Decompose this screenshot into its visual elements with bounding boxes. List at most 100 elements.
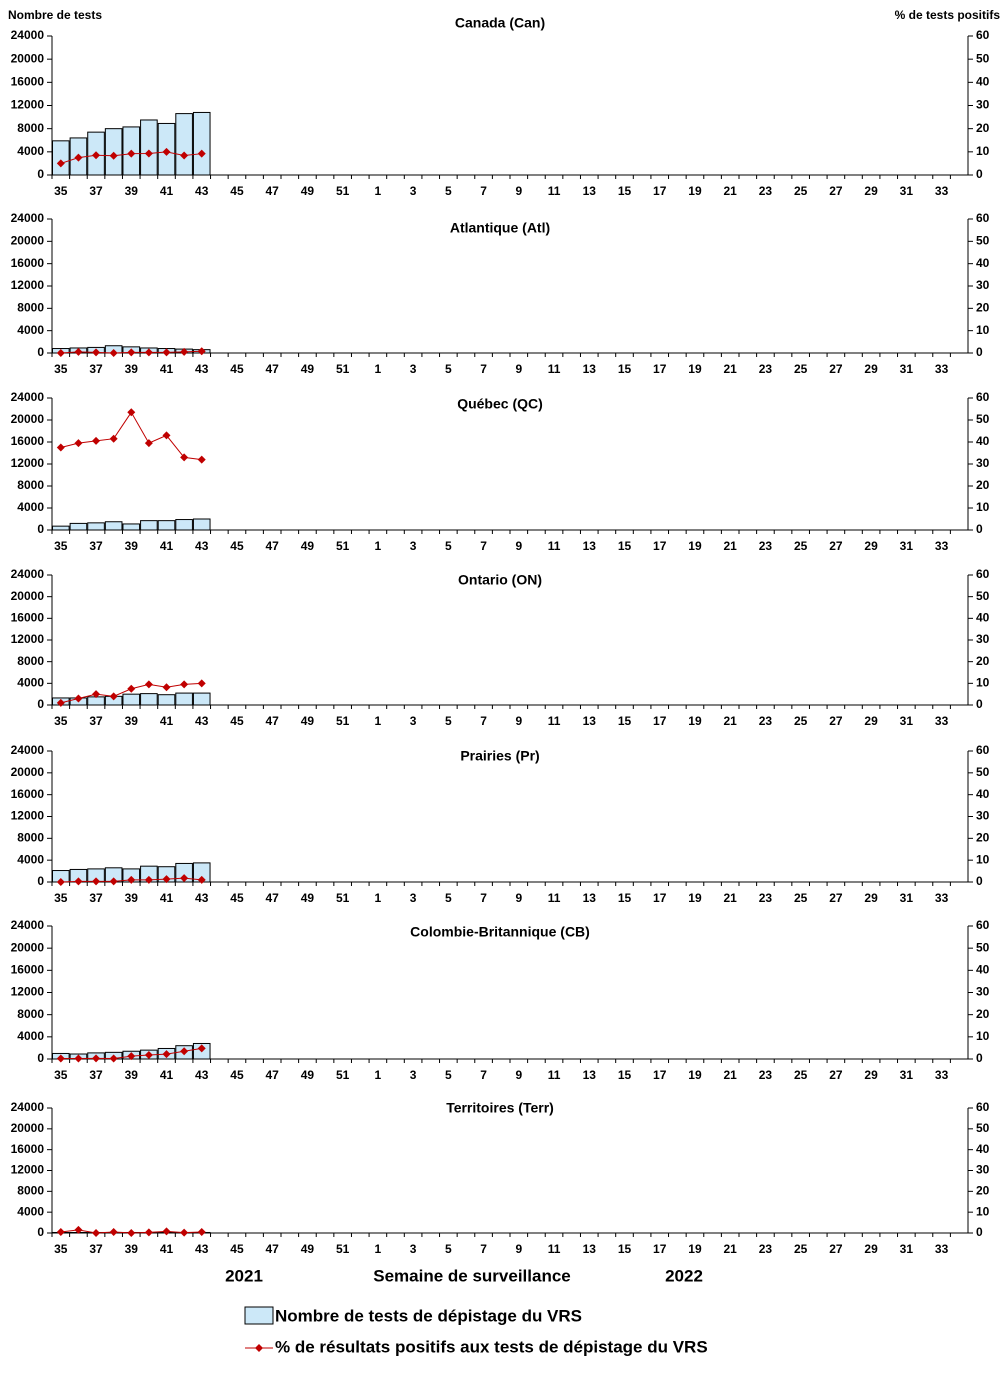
x-tick-label: 9 <box>515 539 522 553</box>
x-tick-label: 3 <box>410 362 417 376</box>
y2-tick-label: 10 <box>976 144 990 158</box>
y-tick-label: 4000 <box>17 323 44 337</box>
y-tick-label: 4000 <box>17 852 44 866</box>
x-tick-label: 7 <box>480 184 487 198</box>
x-tick-label: 11 <box>548 539 561 553</box>
line-marker <box>180 453 189 462</box>
y2-tick-label: 20 <box>976 1184 990 1198</box>
x-tick-label: 21 <box>724 184 738 198</box>
line-marker <box>162 147 171 156</box>
x-tick-label: 37 <box>89 891 103 905</box>
line-marker <box>56 443 65 452</box>
line-marker <box>74 1225 83 1234</box>
y-tick-label: 8000 <box>17 654 44 668</box>
y-tick-label: 4000 <box>17 1204 44 1218</box>
x-tick-label: 17 <box>653 539 667 553</box>
panel-title: Québec (QC) <box>457 396 543 412</box>
x-tick-label: 29 <box>864 539 878 553</box>
x-tick-label: 29 <box>864 1068 878 1082</box>
legend-label: % de résultats positifs aux tests de dép… <box>275 1337 708 1356</box>
x-tick-label: 37 <box>89 362 103 376</box>
y2-tick-label: 10 <box>976 676 990 690</box>
y2-tick-label: 0 <box>976 1225 983 1239</box>
y2-tick-label: 20 <box>976 478 990 492</box>
x-tick-label: 29 <box>864 1242 878 1256</box>
y-tick-label: 24000 <box>11 1100 45 1114</box>
x-tick-label: 51 <box>336 362 350 376</box>
year-label: 2021 <box>225 1266 263 1285</box>
line-marker <box>144 680 153 689</box>
x-tick-label: 43 <box>195 362 209 376</box>
x-tick-label: 1 <box>375 891 382 905</box>
x-tick-label: 25 <box>794 362 808 376</box>
line-marker <box>92 877 101 886</box>
x-tick-label: 47 <box>266 891 280 905</box>
y2-axis-label: % de tests positifs <box>895 8 1001 22</box>
y-tick-label: 8000 <box>17 831 44 845</box>
y-tick-label: 4000 <box>17 144 44 158</box>
x-tick-label: 7 <box>480 539 487 553</box>
x-tick-label: 49 <box>301 891 315 905</box>
x-tick-label: 45 <box>230 714 244 728</box>
bar <box>87 522 105 531</box>
y2-tick-label: 20 <box>976 831 990 845</box>
y-tick-label: 12000 <box>11 456 45 470</box>
y2-tick-label: 50 <box>976 412 990 426</box>
x-tick-label: 1 <box>375 1242 382 1256</box>
y2-tick-label: 40 <box>976 611 990 625</box>
x-tick-label: 41 <box>160 1242 174 1256</box>
y2-tick-label: 60 <box>976 743 990 757</box>
x-tick-label: 41 <box>160 891 174 905</box>
y-axis-label: Nombre de tests <box>8 8 102 22</box>
y2-tick-label: 30 <box>976 456 990 470</box>
y2-tick-label: 30 <box>976 278 990 292</box>
bar <box>175 113 193 176</box>
y2-tick-label: 0 <box>976 697 983 711</box>
x-tick-label: 41 <box>160 714 174 728</box>
x-tick-label: 9 <box>515 362 522 376</box>
x-tick-label: 25 <box>794 539 808 553</box>
x-tick-label: 43 <box>195 184 209 198</box>
legend-swatch <box>244 1306 274 1325</box>
y2-tick-label: 20 <box>976 121 990 135</box>
x-tick-label: 33 <box>935 1068 949 1082</box>
y-tick-label: 20000 <box>11 1121 45 1135</box>
x-tick-label: 31 <box>900 1242 914 1256</box>
x-tick-label: 49 <box>301 714 315 728</box>
line-marker <box>180 1228 189 1237</box>
line-marker <box>56 878 65 886</box>
y2-tick-label: 40 <box>976 256 990 270</box>
line-marker <box>92 151 101 160</box>
line-marker <box>180 1047 189 1056</box>
line-marker <box>144 348 153 357</box>
x-tick-label: 23 <box>759 539 773 553</box>
line-marker <box>109 349 118 357</box>
x-tick-label: 31 <box>900 539 914 553</box>
y-tick-label: 16000 <box>11 75 45 89</box>
bar <box>122 693 141 706</box>
x-tick-label: 19 <box>688 184 702 198</box>
x-tick-label: 3 <box>410 891 417 905</box>
x-tick-label: 45 <box>230 362 244 376</box>
year-label: 2022 <box>665 1266 703 1285</box>
x-tick-label: 7 <box>480 1068 487 1082</box>
y-tick-label: 20000 <box>11 51 45 65</box>
line-marker <box>56 349 65 357</box>
x-tick-label: 13 <box>583 362 597 376</box>
x-tick-label: 29 <box>864 891 878 905</box>
line-marker <box>162 1227 171 1236</box>
y-tick-label: 20000 <box>11 940 45 954</box>
x-tick-label: 21 <box>724 362 738 376</box>
y-tick-label: 16000 <box>11 787 45 801</box>
y-tick-label: 4000 <box>17 500 44 514</box>
y-tick-label: 0 <box>37 874 44 888</box>
bar <box>140 693 158 706</box>
x-tick-label: 39 <box>125 184 139 198</box>
bar <box>52 140 70 176</box>
bar <box>122 523 141 531</box>
y-tick-label: 24000 <box>11 567 45 581</box>
x-tick-label: 23 <box>759 184 773 198</box>
x-tick-label: 1 <box>375 1068 382 1082</box>
x-tick-label: 3 <box>410 1242 417 1256</box>
x-tick-label: 13 <box>583 1068 597 1082</box>
